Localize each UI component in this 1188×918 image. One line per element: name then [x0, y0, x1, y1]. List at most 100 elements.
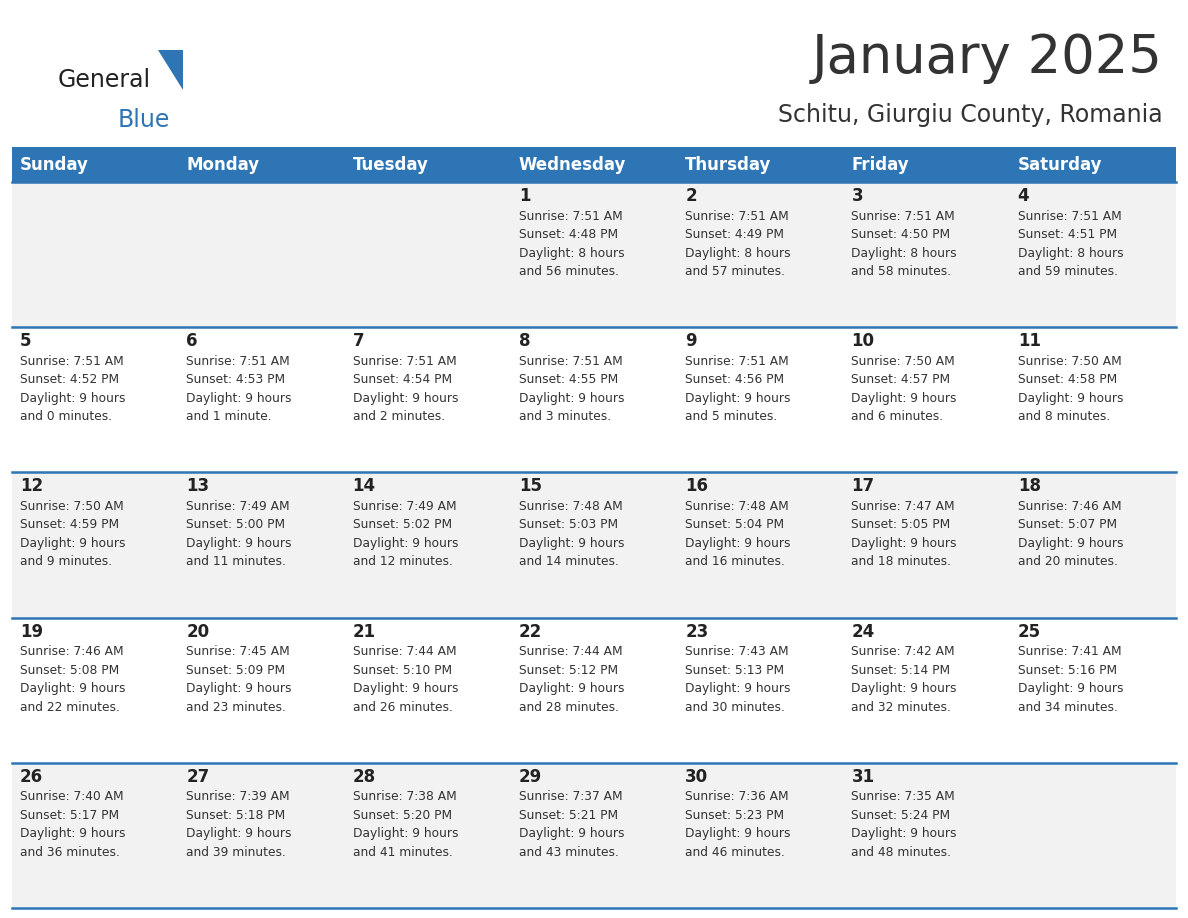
Text: Sunrise: 7:44 AM: Sunrise: 7:44 AM: [353, 645, 456, 658]
Text: Sunset: 5:21 PM: Sunset: 5:21 PM: [519, 809, 618, 822]
Text: 30: 30: [685, 767, 708, 786]
Text: Sunset: 5:00 PM: Sunset: 5:00 PM: [187, 519, 285, 532]
Text: Sunday: Sunday: [20, 155, 89, 174]
Text: Sunset: 5:18 PM: Sunset: 5:18 PM: [187, 809, 285, 822]
Text: Daylight: 9 hours: Daylight: 9 hours: [353, 537, 459, 550]
Text: Sunrise: 7:38 AM: Sunrise: 7:38 AM: [353, 790, 456, 803]
Text: Sunset: 4:54 PM: Sunset: 4:54 PM: [353, 374, 451, 386]
Text: Schitu, Giurgiu County, Romania: Schitu, Giurgiu County, Romania: [778, 103, 1163, 127]
Text: 31: 31: [852, 767, 874, 786]
Text: and 56 minutes.: and 56 minutes.: [519, 265, 619, 278]
Text: 20: 20: [187, 622, 209, 641]
Text: and 58 minutes.: and 58 minutes.: [852, 265, 952, 278]
Text: Sunrise: 7:51 AM: Sunrise: 7:51 AM: [852, 209, 955, 222]
Text: January 2025: January 2025: [813, 32, 1163, 84]
Text: Sunrise: 7:51 AM: Sunrise: 7:51 AM: [187, 354, 290, 368]
Text: Sunset: 4:53 PM: Sunset: 4:53 PM: [187, 374, 285, 386]
Text: 16: 16: [685, 477, 708, 496]
Text: 7: 7: [353, 332, 365, 350]
Text: Blue: Blue: [118, 108, 170, 132]
Text: and 5 minutes.: and 5 minutes.: [685, 410, 777, 423]
Polygon shape: [158, 50, 183, 90]
Text: and 6 minutes.: and 6 minutes.: [852, 410, 943, 423]
Text: 28: 28: [353, 767, 375, 786]
Text: Sunset: 5:09 PM: Sunset: 5:09 PM: [187, 664, 285, 677]
Text: Sunset: 5:16 PM: Sunset: 5:16 PM: [1018, 664, 1117, 677]
Text: Sunrise: 7:45 AM: Sunrise: 7:45 AM: [187, 645, 290, 658]
Text: Daylight: 8 hours: Daylight: 8 hours: [519, 247, 625, 260]
Text: Sunrise: 7:37 AM: Sunrise: 7:37 AM: [519, 790, 623, 803]
Text: Saturday: Saturday: [1018, 155, 1102, 174]
Text: and 0 minutes.: and 0 minutes.: [20, 410, 112, 423]
Text: and 18 minutes.: and 18 minutes.: [852, 555, 952, 568]
Text: Sunrise: 7:46 AM: Sunrise: 7:46 AM: [1018, 500, 1121, 513]
Text: 13: 13: [187, 477, 209, 496]
Text: Daylight: 9 hours: Daylight: 9 hours: [685, 827, 791, 840]
Text: Sunrise: 7:41 AM: Sunrise: 7:41 AM: [1018, 645, 1121, 658]
Text: General: General: [58, 68, 151, 92]
Text: Sunset: 5:10 PM: Sunset: 5:10 PM: [353, 664, 451, 677]
Text: Daylight: 9 hours: Daylight: 9 hours: [353, 682, 459, 695]
Text: 17: 17: [852, 477, 874, 496]
Text: Sunset: 4:48 PM: Sunset: 4:48 PM: [519, 228, 618, 241]
Text: Daylight: 9 hours: Daylight: 9 hours: [1018, 392, 1123, 405]
Text: Sunrise: 7:51 AM: Sunrise: 7:51 AM: [685, 209, 789, 222]
Text: Sunset: 5:23 PM: Sunset: 5:23 PM: [685, 809, 784, 822]
Text: and 3 minutes.: and 3 minutes.: [519, 410, 611, 423]
Text: Sunrise: 7:49 AM: Sunrise: 7:49 AM: [353, 500, 456, 513]
Text: Sunrise: 7:51 AM: Sunrise: 7:51 AM: [353, 354, 456, 368]
Text: Sunset: 4:56 PM: Sunset: 4:56 PM: [685, 374, 784, 386]
Text: Sunrise: 7:51 AM: Sunrise: 7:51 AM: [20, 354, 124, 368]
Text: and 20 minutes.: and 20 minutes.: [1018, 555, 1118, 568]
Bar: [12, 618, 1176, 763]
Text: Sunset: 5:12 PM: Sunset: 5:12 PM: [519, 664, 618, 677]
Text: and 41 minutes.: and 41 minutes.: [353, 845, 453, 859]
Text: Daylight: 9 hours: Daylight: 9 hours: [187, 392, 292, 405]
Text: Thursday: Thursday: [685, 155, 771, 174]
Text: 4: 4: [1018, 187, 1029, 205]
Text: and 8 minutes.: and 8 minutes.: [1018, 410, 1110, 423]
Text: Sunset: 5:20 PM: Sunset: 5:20 PM: [353, 809, 451, 822]
Text: 5: 5: [20, 332, 32, 350]
Text: Friday: Friday: [852, 155, 909, 174]
Text: Daylight: 8 hours: Daylight: 8 hours: [852, 247, 958, 260]
Text: 6: 6: [187, 332, 197, 350]
Text: Daylight: 9 hours: Daylight: 9 hours: [187, 827, 292, 840]
Text: 12: 12: [20, 477, 43, 496]
Text: Sunrise: 7:51 AM: Sunrise: 7:51 AM: [685, 354, 789, 368]
Bar: [12, 182, 1176, 327]
Text: Sunrise: 7:50 AM: Sunrise: 7:50 AM: [852, 354, 955, 368]
Text: Daylight: 9 hours: Daylight: 9 hours: [685, 537, 791, 550]
Text: Daylight: 9 hours: Daylight: 9 hours: [852, 537, 956, 550]
Text: Sunrise: 7:39 AM: Sunrise: 7:39 AM: [187, 790, 290, 803]
Text: 24: 24: [852, 622, 874, 641]
Text: Sunrise: 7:51 AM: Sunrise: 7:51 AM: [519, 354, 623, 368]
Text: Daylight: 9 hours: Daylight: 9 hours: [852, 682, 956, 695]
Text: Daylight: 9 hours: Daylight: 9 hours: [20, 537, 126, 550]
Text: and 36 minutes.: and 36 minutes.: [20, 845, 120, 859]
Text: Daylight: 9 hours: Daylight: 9 hours: [353, 392, 459, 405]
Text: 11: 11: [1018, 332, 1041, 350]
Text: and 9 minutes.: and 9 minutes.: [20, 555, 112, 568]
Text: 9: 9: [685, 332, 697, 350]
Text: and 12 minutes.: and 12 minutes.: [353, 555, 453, 568]
Text: Daylight: 9 hours: Daylight: 9 hours: [20, 392, 126, 405]
Text: 21: 21: [353, 622, 375, 641]
Text: Daylight: 8 hours: Daylight: 8 hours: [685, 247, 791, 260]
Text: Sunrise: 7:50 AM: Sunrise: 7:50 AM: [1018, 354, 1121, 368]
Text: Sunrise: 7:36 AM: Sunrise: 7:36 AM: [685, 790, 789, 803]
Text: and 57 minutes.: and 57 minutes.: [685, 265, 785, 278]
Text: Sunrise: 7:43 AM: Sunrise: 7:43 AM: [685, 645, 789, 658]
Text: and 23 minutes.: and 23 minutes.: [187, 700, 286, 713]
Text: 22: 22: [519, 622, 542, 641]
Text: Sunset: 4:52 PM: Sunset: 4:52 PM: [20, 374, 119, 386]
Text: 3: 3: [852, 187, 862, 205]
Text: 25: 25: [1018, 622, 1041, 641]
Text: and 30 minutes.: and 30 minutes.: [685, 700, 785, 713]
Text: Daylight: 9 hours: Daylight: 9 hours: [187, 537, 292, 550]
Text: Monday: Monday: [187, 155, 259, 174]
Text: Daylight: 9 hours: Daylight: 9 hours: [519, 682, 625, 695]
Text: 19: 19: [20, 622, 43, 641]
Text: and 59 minutes.: and 59 minutes.: [1018, 265, 1118, 278]
Text: and 43 minutes.: and 43 minutes.: [519, 845, 619, 859]
